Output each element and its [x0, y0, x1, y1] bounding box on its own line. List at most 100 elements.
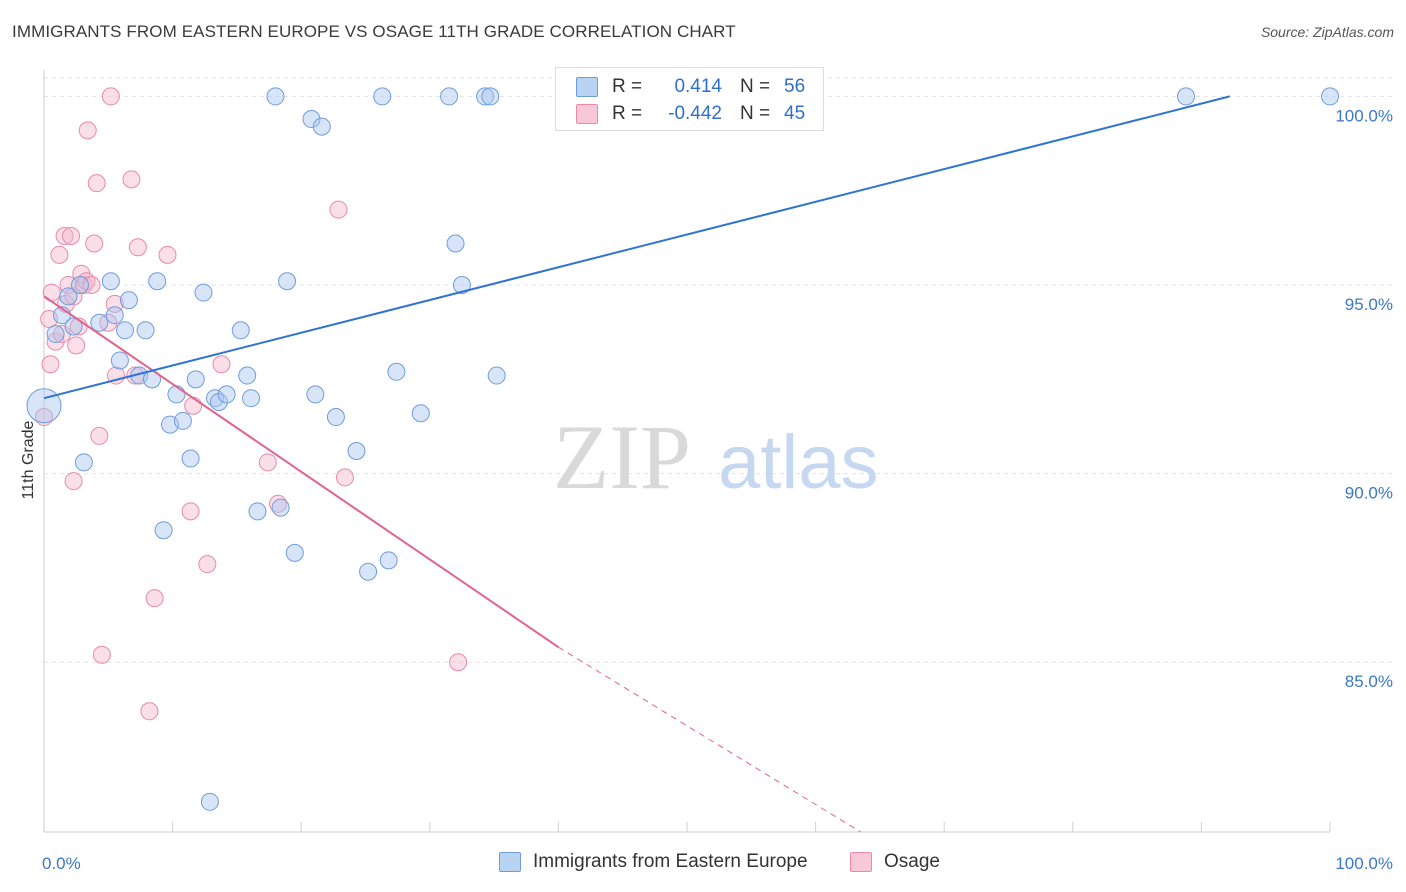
- y-tick-labels: 85.0% 90.0% 95.0% 100.0%: [1335, 106, 1393, 691]
- pink-swatch: [850, 852, 872, 872]
- eastern-europe-point: [186, 370, 205, 389]
- osage-point: [85, 234, 104, 253]
- r-label: R =: [612, 103, 643, 124]
- eastern-europe-point: [200, 792, 219, 811]
- eastern-europe-point: [312, 117, 331, 136]
- eastern-europe-point: [90, 313, 109, 332]
- n-label: N =: [740, 103, 771, 124]
- y-tick-label: 100.0%: [1335, 106, 1393, 125]
- source-credit: Source: ZipAtlas.com: [1260, 24, 1394, 40]
- eastern-europe-point: [154, 521, 173, 540]
- osage-point: [35, 408, 53, 427]
- eastern-europe-point: [278, 272, 297, 291]
- eastern-europe-point: [194, 283, 213, 302]
- trend-lines: [43, 95, 1230, 833]
- osage-point: [55, 226, 74, 245]
- osage-points: [35, 87, 468, 721]
- eastern-europe-point: [487, 366, 506, 385]
- eastern-europe-point: [105, 306, 124, 325]
- osage-point: [122, 170, 141, 189]
- osage-point: [62, 226, 81, 245]
- osage-point: [184, 396, 203, 415]
- eastern-europe-trend-line: [43, 95, 1230, 400]
- eastern-europe-point: [242, 389, 261, 408]
- eastern-europe-point: [481, 87, 500, 106]
- x-tick-label: 100.0%: [1335, 854, 1393, 873]
- osage-point: [335, 468, 354, 487]
- legend-item-osage: Osage: [850, 851, 940, 873]
- eastern-europe-point: [387, 362, 406, 381]
- r-value: -0.442: [668, 103, 722, 124]
- eastern-europe-point: [119, 291, 138, 310]
- y-axis-title: 11th Grade: [20, 420, 37, 499]
- eastern-europe-point: [440, 87, 459, 106]
- osage-point: [64, 472, 83, 491]
- r-value: 0.414: [674, 76, 722, 97]
- eastern-europe-point: [167, 385, 186, 404]
- correlation-legend: R = 0.414 N = 56 R = -0.442 N = 45: [555, 67, 824, 131]
- osage-point: [181, 502, 200, 521]
- osage-point: [50, 245, 69, 264]
- osage-point: [87, 174, 106, 193]
- eastern-europe-point: [271, 498, 290, 517]
- osage-point: [258, 453, 277, 472]
- eastern-europe-point: [238, 366, 257, 385]
- osage-point: [101, 87, 120, 106]
- eastern-europe-point: [46, 325, 65, 344]
- osage-point: [198, 555, 217, 574]
- osage-point: [145, 589, 164, 608]
- y-tick-label: 95.0%: [1345, 295, 1393, 314]
- osage-point: [67, 336, 86, 355]
- y-tick-label: 85.0%: [1345, 672, 1393, 691]
- eastern-europe-point: [59, 287, 78, 306]
- osage-point: [212, 355, 231, 374]
- blue-swatch: [576, 77, 598, 97]
- x-tick-label: 0.0%: [42, 854, 81, 873]
- osage-point: [41, 355, 60, 374]
- blue-swatch: [499, 852, 521, 872]
- pink-swatch: [576, 104, 598, 124]
- n-label: N =: [740, 76, 771, 97]
- osage-trend-extension: [558, 646, 861, 833]
- osage-point: [78, 121, 97, 140]
- eastern-europe-point: [173, 411, 192, 430]
- eastern-europe-point: [285, 543, 304, 562]
- osage-point: [140, 702, 159, 721]
- osage-point: [99, 313, 118, 332]
- r-label: R =: [612, 76, 643, 97]
- osage-point: [92, 645, 111, 664]
- eastern-europe-point: [373, 87, 392, 106]
- legend-item-eastern-europe: Immigrants from Eastern Europe: [499, 851, 808, 873]
- eastern-europe-point: [64, 317, 83, 336]
- axes: [43, 70, 1331, 833]
- osage-point: [128, 238, 147, 257]
- eastern-europe-point: [136, 321, 155, 340]
- eastern-europe-point: [209, 392, 228, 411]
- eastern-europe-point: [248, 502, 267, 521]
- eastern-europe-point: [379, 551, 398, 570]
- eastern-europe-point: [446, 234, 465, 253]
- eastern-europe-point: [101, 272, 120, 291]
- osage-point: [329, 200, 348, 219]
- osage-trend-line: [43, 295, 559, 648]
- osage-point: [449, 653, 468, 672]
- eastern-europe-point: [71, 276, 90, 295]
- osage-point: [64, 287, 83, 306]
- osage-point: [90, 426, 109, 445]
- y-tick-label: 90.0%: [1345, 484, 1393, 503]
- n-value: 45: [784, 103, 806, 124]
- eastern-europe-point: [359, 562, 378, 581]
- watermark-zip: ZIP: [553, 406, 691, 508]
- eastern-europe-point: [476, 87, 495, 106]
- watermark: ZIP atlas: [553, 406, 879, 508]
- eastern-europe-point: [1321, 87, 1339, 106]
- eastern-europe-point: [231, 321, 250, 340]
- series-legend: Immigrants from Eastern Europe Osage: [0, 851, 1406, 879]
- eastern-europe-point: [110, 351, 129, 370]
- eastern-europe-point: [148, 272, 167, 291]
- chart-title: IMMIGRANTS FROM EASTERN EUROPE VS OSAGE …: [12, 22, 736, 41]
- eastern-europe-point: [452, 276, 471, 295]
- legend-label: Immigrants from Eastern Europe: [533, 851, 808, 872]
- eastern-europe-point: [181, 449, 200, 468]
- osage-point: [46, 332, 65, 351]
